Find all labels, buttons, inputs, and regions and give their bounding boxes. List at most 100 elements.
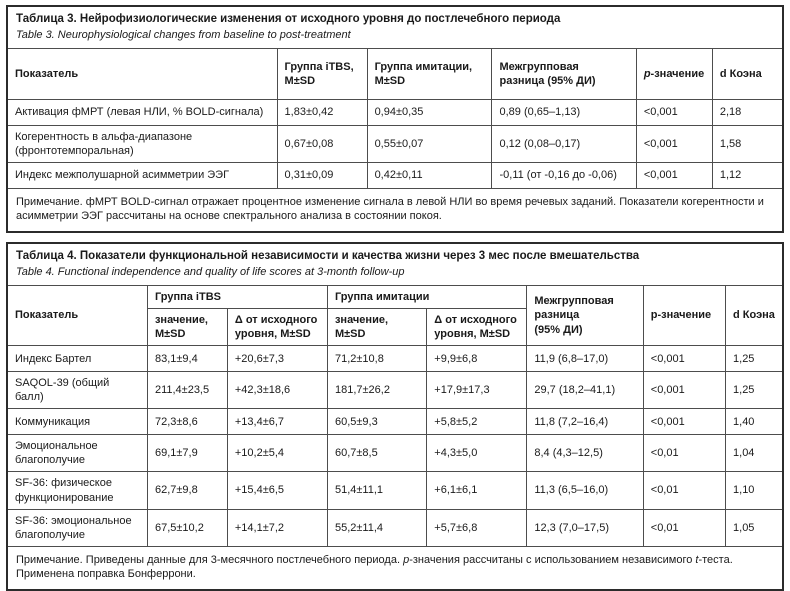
table-cell: <0,001 <box>635 98 713 126</box>
table-cell: 72,3±8,6 <box>146 408 228 436</box>
table4-header-row-2: значение, M±SD Δ от исходного уровня, M±… <box>7 307 783 347</box>
table-row: SF-36: физическое функционирование 62,7±… <box>6 471 784 510</box>
table-cell: <0,01 <box>642 508 727 547</box>
table3-note: Примечание. фМРТ BOLD-сигнал отражает пр… <box>6 187 784 233</box>
table-cell: 1,83±0,42 <box>276 98 368 126</box>
table4-subheader-itbs-value: значение, M±SD <box>146 307 228 347</box>
table-cell: 1,10 <box>725 471 784 510</box>
table-cell: 29,7 (18,2–41,1) <box>526 371 644 410</box>
table-cell: 0,89 (0,65–1,13) <box>491 98 637 126</box>
table-cell-indicator: Коммуникация <box>6 408 148 436</box>
table4-header-indicator: Показатель <box>6 284 148 347</box>
table3-header-indicator: Показатель <box>6 47 278 100</box>
table-cell: <0,001 <box>642 345 727 373</box>
page: Таблица 3. Нейрофизиологические изменени… <box>6 5 784 591</box>
table-row: Примечание. Приведены данные для 3-месяч… <box>6 545 784 591</box>
table-cell: +17,9±17,3 <box>426 371 528 410</box>
table-cell: 1,05 <box>725 508 784 547</box>
table-cell: 60,7±8,5 <box>326 434 428 473</box>
table4-note-seg1: Примечание. Приведены данные для 3-месяч… <box>16 553 404 566</box>
table-cell: 1,12 <box>711 161 784 189</box>
table-3: Таблица 3. Нейрофизиологические изменени… <box>6 5 784 234</box>
table-row: Эмоциональное благополучие 69,1±7,9 +10,… <box>6 434 784 473</box>
table-cell-indicator: Индекс межполушарной асимметрии ЭЭГ <box>6 161 278 189</box>
table-cell: <0,001 <box>635 124 713 163</box>
table-cell: <0,001 <box>642 371 727 410</box>
table-cell: 62,7±9,8 <box>146 471 228 510</box>
table3-header-d: d Коэна <box>711 47 784 100</box>
table-row: Активация фМРТ (левая НЛИ, % BOLD-сигнал… <box>6 98 784 126</box>
table-row: Примечание. фМРТ BOLD-сигнал отражает пр… <box>6 187 784 233</box>
table-cell: -0,11 (от -0,16 до -0,06) <box>491 161 637 189</box>
table4-header-diff: Межгрупповая разница (95% ДИ) <box>526 284 644 347</box>
table-cell-indicator: SF-36: физическое функционирование <box>6 471 148 510</box>
table-row: Индекс межполушарной асимметрии ЭЭГ 0,31… <box>6 161 784 189</box>
table-row: Коммуникация 72,3±8,6 +13,4±6,7 60,5±9,3… <box>6 408 784 436</box>
table-cell: +42,3±18,6 <box>226 371 328 410</box>
table3-title-ru: Таблица 3. Нейрофизиологические изменени… <box>16 13 561 25</box>
table-cell: 0,42±0,11 <box>366 161 493 189</box>
table-cell: +4,3±5,0 <box>426 434 528 473</box>
table3-title-en: Table 3. Neurophysiological changes from… <box>16 28 351 41</box>
table-cell-indicator: Когерентность в альфа-диапазоне (фронтот… <box>6 124 278 163</box>
table-row: Индекс Бартел 83,1±9,4 +20,6±7,3 71,2±10… <box>6 345 784 373</box>
table3-header-p: p-значение <box>635 47 713 100</box>
table-4: Таблица 4. Показатели функциональной нез… <box>6 242 784 591</box>
table4-subheader-sham-delta: Δ от исходного уровня, M±SD <box>426 307 528 347</box>
table-cell: 1,25 <box>725 371 784 410</box>
table3-header-itbs: Группа iTBS, M±SD <box>276 47 368 100</box>
table4-header-d: d Коэна <box>725 284 784 347</box>
table4-title-ru: Таблица 4. Показатели функциональной нез… <box>16 250 640 263</box>
table-cell: 0,67±0,08 <box>276 124 368 163</box>
table-cell-indicator: SF-36: эмоциональное благополучие <box>6 508 148 547</box>
table4-header-p: p-значение <box>642 284 727 347</box>
table-cell: 11,3 (6,5–16,0) <box>526 471 644 510</box>
table-cell: +5,8±5,2 <box>426 408 528 436</box>
table-row: SF-36: эмоциональное благополучие 67,5±1… <box>6 508 784 547</box>
table3-header-p-italic: p <box>643 67 651 80</box>
table-cell: 1,58 <box>711 124 784 163</box>
table-cell: +9,9±6,8 <box>426 345 528 373</box>
table-cell: +5,7±6,8 <box>426 508 528 547</box>
table4-subheader-itbs-delta: Δ от исходного уровня, M±SD <box>226 307 328 347</box>
table3-title-cell: Таблица 3. Нейрофизиологические изменени… <box>6 5 784 49</box>
table-cell: 8,4 (4,3–12,5) <box>526 434 644 473</box>
table3-header-p-rest: -значение <box>650 67 705 80</box>
table-cell: 71,2±10,8 <box>326 345 428 373</box>
table-cell: 0,12 (0,08–0,17) <box>491 124 637 163</box>
table-cell: 1,40 <box>725 408 784 436</box>
table4-subheader-sham-value: значение, M±SD <box>326 307 428 347</box>
table-cell: <0,01 <box>642 471 727 510</box>
table4-header-itbs-group: Группа iTBS <box>146 284 328 309</box>
table-cell: 67,5±10,2 <box>146 508 228 547</box>
table-cell: +6,1±6,1 <box>426 471 528 510</box>
table3-header-row: Показатель Группа iTBS, M±SD Группа имит… <box>6 47 784 100</box>
table-cell: 83,1±9,4 <box>146 345 228 373</box>
table-cell: 12,3 (7,0–17,5) <box>526 508 644 547</box>
table-cell: 51,4±11,1 <box>326 471 428 510</box>
table-cell: 60,5±9,3 <box>326 408 428 436</box>
table4-header-sham-group: Группа имитации <box>326 284 528 309</box>
table-row: Когерентность в альфа-диапазоне (фронтот… <box>6 124 784 163</box>
table-cell: <0,001 <box>635 161 713 189</box>
table-cell: +14,1±7,2 <box>226 508 328 547</box>
table-cell: 69,1±7,9 <box>146 434 228 473</box>
table-cell: 55,2±11,4 <box>326 508 428 547</box>
table-row: Таблица 3. Нейрофизиологические изменени… <box>6 5 784 49</box>
table4-note: Примечание. Приведены данные для 3-месяч… <box>6 545 784 591</box>
table4-note-seg2: -значения рассчитаны с использованием не… <box>409 553 696 566</box>
table4-title-en: Table 4. Functional independence and qua… <box>16 265 405 278</box>
table3-header-sham: Группа имитации, M±SD <box>366 47 493 100</box>
table-row: Таблица 4. Показатели функциональной нез… <box>6 242 784 286</box>
table-cell: 0,55±0,07 <box>366 124 493 163</box>
table-cell: +13,4±6,7 <box>226 408 328 436</box>
table-cell: +10,2±5,4 <box>226 434 328 473</box>
table-cell: 1,25 <box>725 345 784 373</box>
table-cell: 211,4±23,5 <box>146 371 228 410</box>
table-cell-indicator: Активация фМРТ (левая НЛИ, % BOLD-сигнал… <box>6 98 278 126</box>
table-cell-indicator: SAQOL-39 (общий балл) <box>6 371 148 410</box>
table-cell: +15,4±6,5 <box>226 471 328 510</box>
table-row: SAQOL-39 (общий балл) 211,4±23,5 +42,3±1… <box>6 371 784 410</box>
table-cell: 11,8 (7,2–16,4) <box>526 408 644 436</box>
table-cell: 181,7±26,2 <box>326 371 428 410</box>
